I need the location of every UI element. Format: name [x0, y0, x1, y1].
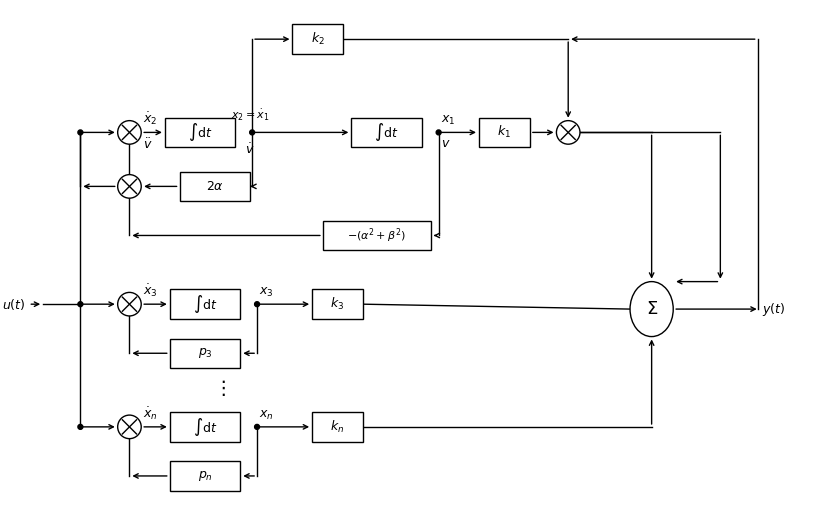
Text: $\int\mathrm{d}t$: $\int\mathrm{d}t$ [193, 293, 217, 315]
Text: $x_2=\dot{x}_1$: $x_2=\dot{x}_1$ [231, 107, 269, 122]
Circle shape [557, 121, 580, 144]
Text: $\dot{x}_3$: $\dot{x}_3$ [143, 282, 158, 299]
Text: $x_1$: $x_1$ [440, 115, 455, 128]
Bar [164, 118, 235, 147]
Text: $\int\mathrm{d}t$: $\int\mathrm{d}t$ [193, 416, 217, 438]
Bar [169, 461, 240, 491]
Text: $k_1$: $k_1$ [497, 125, 511, 141]
Text: $\dot{v}$: $\dot{v}$ [245, 142, 255, 157]
Text: $k_2$: $k_2$ [311, 31, 325, 47]
Circle shape [118, 292, 141, 316]
Text: $x_3$: $x_3$ [259, 286, 274, 299]
Text: $\ddot{v}$: $\ddot{v}$ [143, 138, 153, 152]
Text: $\dot{x}_n$: $\dot{x}_n$ [143, 405, 158, 422]
Bar [169, 412, 240, 442]
Circle shape [118, 175, 141, 198]
Bar [169, 290, 240, 319]
Bar [169, 339, 240, 368]
Bar [312, 290, 363, 319]
Circle shape [250, 130, 255, 135]
Circle shape [78, 130, 83, 135]
Text: $x_n$: $x_n$ [259, 409, 274, 422]
Bar [180, 171, 250, 201]
Text: $-(\alpha^2+\beta^2)$: $-(\alpha^2+\beta^2)$ [348, 226, 406, 245]
Text: $\int\mathrm{d}t$: $\int\mathrm{d}t$ [374, 121, 399, 143]
Text: $\Sigma$: $\Sigma$ [646, 300, 658, 318]
Text: $p_3$: $p_3$ [198, 346, 212, 360]
Circle shape [255, 302, 260, 307]
Text: $k_3$: $k_3$ [330, 296, 344, 312]
Circle shape [255, 425, 260, 429]
Text: $2\alpha$: $2\alpha$ [206, 180, 224, 193]
Text: $y(t)$: $y(t)$ [762, 301, 785, 318]
Ellipse shape [630, 282, 673, 337]
Circle shape [118, 121, 141, 144]
Text: $v$: $v$ [440, 138, 450, 151]
Bar [312, 412, 363, 442]
Bar [352, 118, 422, 147]
Text: $\dot{x}_2$: $\dot{x}_2$ [143, 111, 158, 128]
Text: $u(t)$: $u(t)$ [2, 296, 25, 312]
Circle shape [436, 130, 441, 135]
Text: $\vdots$: $\vdots$ [213, 378, 226, 398]
Circle shape [78, 302, 83, 307]
Bar [323, 221, 431, 250]
Bar [479, 118, 530, 147]
Circle shape [118, 415, 141, 439]
Text: $k_n$: $k_n$ [330, 419, 344, 435]
Circle shape [78, 425, 83, 429]
Text: $\int\mathrm{d}t$: $\int\mathrm{d}t$ [188, 121, 212, 143]
Bar [292, 24, 344, 54]
Text: $p_n$: $p_n$ [198, 469, 212, 483]
